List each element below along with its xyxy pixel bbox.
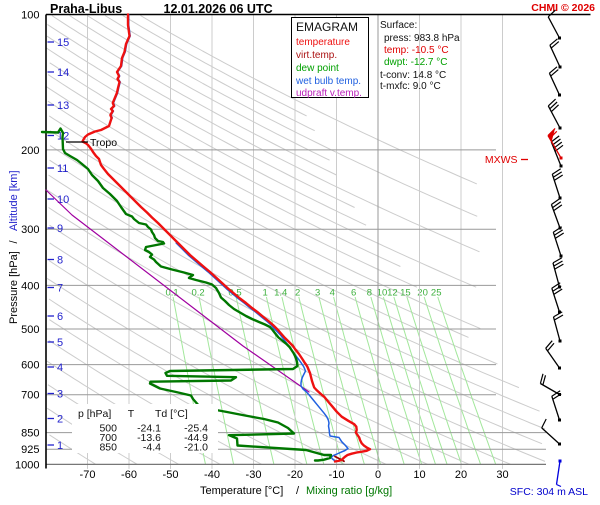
svg-text:8: 8: [367, 288, 372, 299]
svg-text:10: 10: [57, 194, 69, 206]
svg-text:20: 20: [417, 288, 428, 299]
svg-text:925: 925: [21, 444, 39, 456]
svg-text:-50: -50: [163, 469, 179, 481]
svg-text:2: 2: [57, 414, 63, 426]
svg-text:3: 3: [57, 389, 63, 401]
svg-text:12: 12: [387, 288, 398, 299]
svg-text:12.01.2026 06 UTC: 12.01.2026 06 UTC: [164, 2, 273, 16]
svg-text:press: 983.8 hPa: press: 983.8 hPa: [384, 33, 460, 44]
svg-text:9: 9: [57, 223, 63, 235]
svg-text:13: 13: [57, 100, 69, 112]
svg-text:700: 700: [99, 432, 117, 444]
svg-text:30: 30: [496, 469, 508, 481]
svg-text:-70: -70: [80, 469, 96, 481]
svg-text:600: 600: [21, 360, 39, 372]
svg-text:dew point: dew point: [296, 63, 339, 74]
svg-text:20: 20: [455, 469, 467, 481]
svg-text:10: 10: [413, 469, 425, 481]
svg-text:Altitude [km]: Altitude [km]: [8, 170, 20, 231]
svg-text:700: 700: [21, 390, 39, 402]
svg-text:Praha-Libus: Praha-Libus: [50, 2, 122, 16]
svg-text:p [hPa]: p [hPa]: [78, 408, 111, 420]
svg-text:-44.9: -44.9: [184, 432, 208, 444]
svg-text:1000: 1000: [15, 459, 39, 471]
svg-text:udpraft v.temp.: udpraft v.temp.: [296, 88, 362, 99]
svg-text:Mixing ratio [g/kg]: Mixing ratio [g/kg]: [306, 485, 392, 497]
svg-text:-13.6: -13.6: [137, 432, 161, 444]
svg-text:14: 14: [57, 67, 69, 79]
svg-text:0.2: 0.2: [191, 288, 204, 299]
svg-text:500: 500: [21, 324, 39, 336]
svg-text:-30: -30: [246, 469, 262, 481]
svg-text:-4.4: -4.4: [143, 442, 161, 454]
svg-text:dwpt: -12.7 °C: dwpt: -12.7 °C: [384, 57, 447, 68]
svg-text:Td [°C]: Td [°C]: [155, 408, 188, 420]
svg-text:1.4: 1.4: [274, 288, 287, 299]
svg-text:temperature: temperature: [296, 37, 350, 48]
svg-text:-25.4: -25.4: [184, 423, 208, 435]
svg-text:CHMI © 2026: CHMI © 2026: [531, 2, 595, 14]
svg-text:25: 25: [431, 288, 442, 299]
svg-text:Surface:: Surface:: [380, 20, 417, 31]
svg-text:7: 7: [57, 283, 63, 295]
svg-text:-60: -60: [121, 469, 137, 481]
svg-text:t-mxfc: 9.0 °C: t-mxfc: 9.0 °C: [380, 81, 441, 92]
svg-text:11: 11: [57, 163, 68, 175]
svg-text:1: 1: [263, 288, 268, 299]
svg-text:15: 15: [400, 288, 411, 299]
svg-text:100: 100: [21, 10, 39, 22]
svg-text:Tropo: Tropo: [90, 137, 117, 149]
svg-text:400: 400: [21, 280, 39, 292]
svg-text:t-conv: 14.8 °C: t-conv: 14.8 °C: [380, 70, 446, 81]
svg-text:850: 850: [99, 442, 117, 454]
svg-text:2: 2: [295, 288, 300, 299]
svg-text:6: 6: [57, 311, 63, 323]
svg-text:-20: -20: [287, 469, 303, 481]
svg-text:4: 4: [330, 288, 335, 299]
svg-text:EMAGRAM: EMAGRAM: [296, 20, 358, 34]
svg-text:-40: -40: [204, 469, 220, 481]
svg-text:virt.temp.: virt.temp.: [296, 50, 337, 61]
svg-text:10: 10: [377, 288, 388, 299]
svg-text:850: 850: [21, 428, 39, 440]
svg-text:4: 4: [57, 362, 63, 374]
svg-text:temp: -10.5 °C: temp: -10.5 °C: [384, 45, 449, 56]
svg-text:SFC: 304 m ASL: SFC: 304 m ASL: [510, 486, 588, 498]
svg-text:5: 5: [57, 337, 63, 349]
svg-text:1: 1: [57, 440, 63, 452]
svg-text:300: 300: [21, 224, 39, 236]
svg-text:-10: -10: [329, 469, 345, 481]
svg-text:-24.1: -24.1: [137, 423, 161, 435]
svg-text:/: /: [8, 240, 20, 244]
svg-text:15: 15: [57, 37, 69, 49]
svg-text:0.1: 0.1: [165, 288, 178, 299]
svg-text:/: /: [296, 485, 300, 497]
svg-text:Temperature [°C]: Temperature [°C]: [200, 485, 283, 497]
svg-text:0: 0: [375, 469, 381, 481]
svg-text:MXWS: MXWS: [485, 154, 518, 166]
svg-text:6: 6: [351, 288, 356, 299]
svg-text:500: 500: [99, 423, 117, 435]
svg-text:8: 8: [57, 255, 63, 267]
svg-text:T: T: [128, 408, 135, 420]
svg-text:3: 3: [315, 288, 320, 299]
svg-text:Pressure [hPa]: Pressure [hPa]: [8, 251, 20, 324]
svg-text:200: 200: [21, 145, 39, 157]
svg-text:wet bulb temp.: wet bulb temp.: [295, 76, 361, 87]
svg-text:-21.0: -21.0: [184, 442, 208, 454]
